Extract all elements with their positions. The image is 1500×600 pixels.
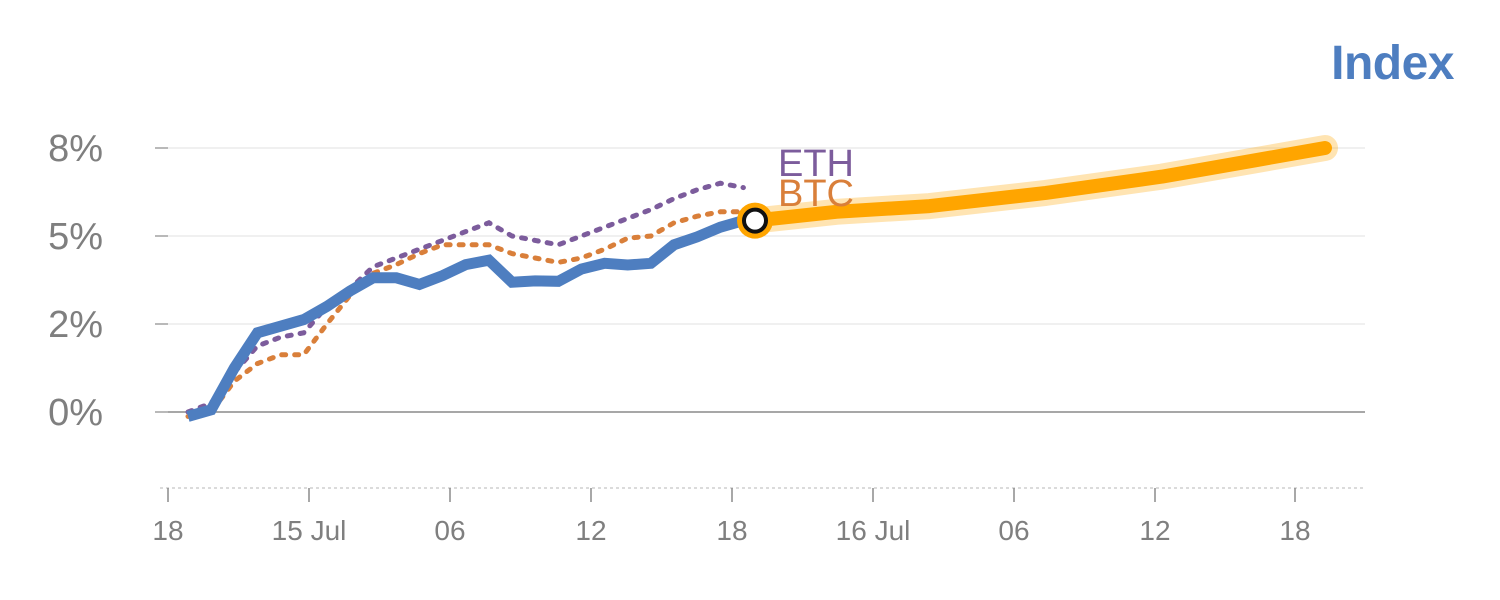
y-tick-label: 2% [48, 304, 103, 346]
eth-label: ETH [778, 143, 854, 185]
axes: 0% 2% 5% 8% 18 15 Jul 06 12 18 16 Jul 06 12 18 [48, 128, 1365, 546]
eth-line [185, 180, 746, 415]
x-tick-label: 15 Jul [272, 515, 347, 546]
x-tick-label: 18 [1279, 515, 1310, 546]
chart-title: Index [1331, 37, 1454, 90]
index-line [186, 213, 767, 422]
y-tick-label: 8% [48, 128, 103, 170]
x-tick-label: 06 [434, 515, 465, 546]
btc-label: BTC [778, 173, 854, 215]
series-group [185, 135, 1338, 422]
y-tick-label: 0% [48, 392, 103, 434]
btc-line [185, 209, 746, 419]
forecast-line [748, 141, 1332, 228]
y-tick-label: 5% [48, 216, 103, 258]
x-tick-label: 12 [575, 515, 606, 546]
current-marker [742, 207, 768, 234]
x-tick-label: 18 [716, 515, 747, 546]
x-tick-label: 12 [1139, 515, 1170, 546]
x-tick-label: 18 [152, 515, 183, 546]
x-tick-label: 16 Jul [836, 515, 911, 546]
grid-lines [155, 147, 1365, 413]
x-tick-label: 06 [998, 515, 1029, 546]
